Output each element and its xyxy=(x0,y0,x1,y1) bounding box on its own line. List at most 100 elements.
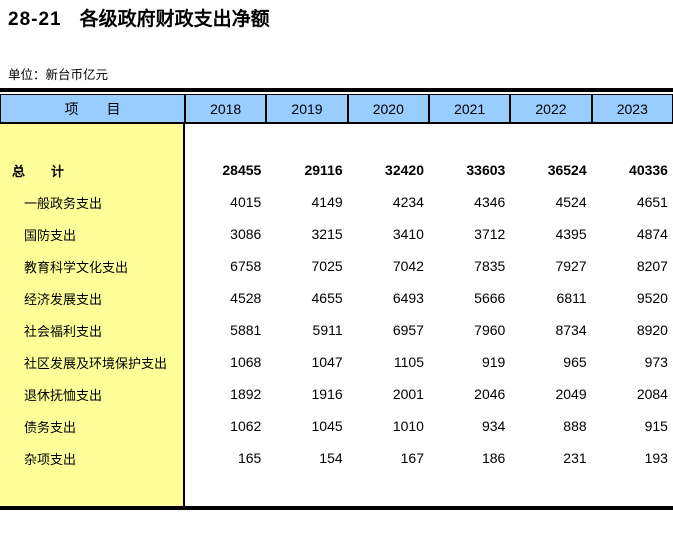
table-row-economic-development: 经济发展支出 4528 4655 6493 5666 6811 9520 xyxy=(0,282,673,314)
item-column-spacer xyxy=(0,124,185,154)
row-label: 社区发展及环境保护支出 xyxy=(0,346,185,378)
value-cell: 231 xyxy=(563,450,587,466)
row-label: 教育科学文化支出 xyxy=(0,250,185,282)
value-cell: 2049 xyxy=(555,386,587,402)
table-title-text: 各级政府财政支出净额 xyxy=(79,9,270,30)
row-label: 退休抚恤支出 xyxy=(0,378,185,410)
value-cell: 33603 xyxy=(466,162,506,178)
table-number: 28-21 xyxy=(8,9,62,30)
value-cell: 154 xyxy=(319,450,343,466)
value-cell: 8920 xyxy=(636,322,668,338)
value-cell: 1892 xyxy=(230,386,262,402)
value-cell: 3215 xyxy=(311,226,343,242)
value-cell: 4149 xyxy=(311,194,343,210)
value-cell: 6493 xyxy=(392,290,424,306)
table-bottom-rule xyxy=(0,506,673,510)
column-header-2023: 2023 xyxy=(591,94,673,123)
page-title: 28-21 各级政府财政支出净额 xyxy=(0,0,673,32)
value-cell: 7960 xyxy=(474,322,506,338)
value-cell: 1916 xyxy=(311,386,343,402)
table-row-general-admin: 一般政务支出 4015 4149 4234 4346 4524 4651 xyxy=(0,186,673,218)
value-cell: 28455 xyxy=(222,162,262,178)
column-header-2020: 2020 xyxy=(347,94,429,123)
row-label: 债务支出 xyxy=(0,410,185,442)
table-row-education-science-culture: 教育科学文化支出 6758 7025 7042 7835 7927 8207 xyxy=(0,250,673,282)
spacer-row xyxy=(0,124,673,154)
value-cell: 2001 xyxy=(392,386,424,402)
column-header-2018: 2018 xyxy=(185,94,267,123)
value-cell: 186 xyxy=(481,450,506,466)
value-cell: 8207 xyxy=(636,258,668,274)
value-cell: 7042 xyxy=(392,258,424,274)
value-cell: 1105 xyxy=(393,354,424,370)
value-cell: 1068 xyxy=(230,354,262,370)
table-row-pension: 退休抚恤支出 1892 1916 2001 2046 2049 2084 xyxy=(0,378,673,410)
value-cell: 193 xyxy=(644,450,668,466)
table-row-social-welfare: 社会福利支出 5881 5911 6957 7960 8734 8920 xyxy=(0,314,673,346)
value-cell: 3410 xyxy=(392,226,424,242)
value-cell: 2046 xyxy=(474,386,506,402)
value-cell: 4395 xyxy=(555,226,587,242)
column-header-2019: 2019 xyxy=(266,94,348,123)
value-cell: 32420 xyxy=(385,162,424,178)
value-cell: 5666 xyxy=(474,290,506,306)
table-body: 总 计 28455 29116 32420 33603 36524 40336 … xyxy=(0,124,673,506)
value-cell: 9520 xyxy=(636,290,668,306)
value-cell: 4874 xyxy=(636,226,668,242)
value-cell: 7927 xyxy=(555,258,587,274)
table-row-defense: 国防支出 3086 3215 3410 3712 4395 4874 xyxy=(0,218,673,250)
value-cell: 7835 xyxy=(474,258,506,274)
value-cell: 3712 xyxy=(474,226,506,242)
value-cell: 4346 xyxy=(474,194,506,210)
row-label: 经济发展支出 xyxy=(0,282,185,314)
row-label: 国防支出 xyxy=(0,218,185,250)
unit-label: 单位：新台币亿元 xyxy=(8,68,109,82)
value-cell: 6758 xyxy=(230,258,262,274)
row-label: 杂项支出 xyxy=(0,442,185,474)
table-row-total: 总 计 28455 29116 32420 33603 36524 40336 xyxy=(0,154,673,186)
value-cell: 919 xyxy=(481,354,506,370)
value-cell: 36524 xyxy=(547,162,587,178)
value-cell: 5881 xyxy=(230,322,262,338)
table-row-community-environment: 社区发展及环境保护支出 1068 1047 1105 919 965 973 xyxy=(0,346,673,378)
filler-row xyxy=(0,474,673,506)
column-header-2022: 2022 xyxy=(510,94,592,123)
value-cell: 4234 xyxy=(392,194,424,210)
value-cell: 7025 xyxy=(311,258,343,274)
row-label: 一般政务支出 xyxy=(0,186,185,218)
value-cell: 2084 xyxy=(636,386,668,402)
value-cell: 165 xyxy=(237,450,262,466)
column-header-2021: 2021 xyxy=(428,94,511,123)
value-cell: 1062 xyxy=(230,418,262,434)
value-cell: 167 xyxy=(400,450,424,466)
value-cell: 4524 xyxy=(555,194,587,210)
value-cell: 4655 xyxy=(311,290,343,306)
value-cell: 1010 xyxy=(392,418,424,434)
value-cell: 8734 xyxy=(555,322,587,338)
value-cell: 965 xyxy=(563,354,587,370)
value-cell: 934 xyxy=(481,418,506,434)
value-cell: 40336 xyxy=(629,162,668,178)
value-cell: 4528 xyxy=(230,290,262,306)
column-header-item: 项 目 xyxy=(0,94,185,123)
value-cell: 3086 xyxy=(230,226,262,242)
item-column-filler xyxy=(0,474,185,506)
value-cell: 4015 xyxy=(230,194,262,210)
value-cell: 6957 xyxy=(392,322,424,338)
value-cell: 4651 xyxy=(636,194,668,210)
value-cell: 888 xyxy=(563,418,587,434)
table-top-rule xyxy=(0,88,673,92)
table-row-debt: 债务支出 1062 1045 1010 934 888 915 xyxy=(0,410,673,442)
value-cell: 915 xyxy=(644,418,668,434)
value-cell: 1045 xyxy=(311,418,343,434)
row-label: 社会福利支出 xyxy=(0,314,185,346)
value-cell: 5911 xyxy=(312,322,343,338)
row-label: 总 计 xyxy=(0,154,185,186)
finance-expenditure-table: 项 目 2018 2019 2020 2021 2022 2023 总 计 28… xyxy=(0,94,673,510)
table-row-miscellaneous: 杂项支出 165 154 167 186 231 193 xyxy=(0,442,673,474)
value-cell: 6811 xyxy=(556,290,587,306)
value-cell: 973 xyxy=(644,354,668,370)
value-cell: 1047 xyxy=(311,354,343,370)
table-header-row: 项 目 2018 2019 2020 2021 2022 2023 xyxy=(0,94,673,124)
